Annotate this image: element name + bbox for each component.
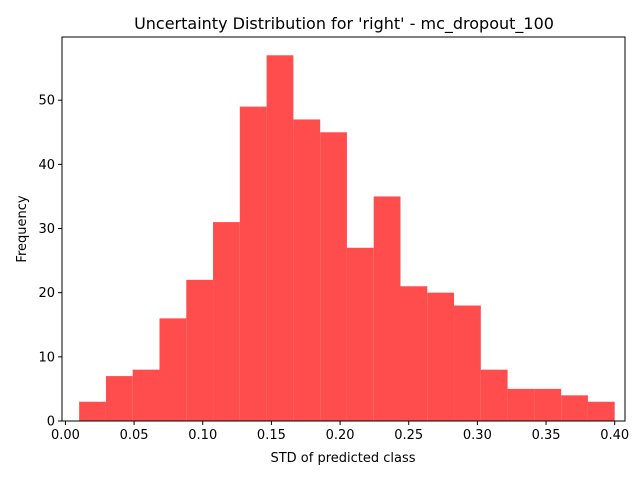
y-tick-label: 0 bbox=[47, 415, 55, 430]
x-tick-label: 0.40 bbox=[600, 428, 629, 443]
histogram-bar bbox=[561, 395, 588, 421]
x-tick-label: 0.25 bbox=[394, 428, 423, 443]
histogram-bar bbox=[427, 292, 455, 421]
y-tick-label: 30 bbox=[38, 222, 55, 237]
histogram-bar bbox=[320, 132, 347, 421]
y-tick-label: 40 bbox=[38, 158, 55, 173]
x-tick-label: 0.35 bbox=[532, 428, 561, 443]
x-tick-label: 0.00 bbox=[51, 428, 80, 443]
y-axis-ticks: 0 10 20 30 40 50 bbox=[38, 94, 62, 430]
y-tick-label: 50 bbox=[38, 94, 55, 109]
bars-group bbox=[79, 55, 615, 422]
histogram-bar bbox=[186, 279, 214, 421]
histogram-bar bbox=[507, 388, 535, 421]
histogram-bar bbox=[213, 222, 240, 421]
y-axis-label: Frequency bbox=[15, 195, 30, 262]
histogram-bar bbox=[454, 305, 481, 421]
histogram-bar bbox=[132, 369, 160, 421]
x-axis-ticks: 0.00 0.05 0.10 0.15 0.20 0.25 0.30 0.35 0.40 bbox=[51, 421, 629, 443]
plot-frame bbox=[61, 36, 626, 422]
histogram-bar bbox=[159, 318, 187, 421]
histogram-bar bbox=[79, 401, 106, 421]
x-axis-label: STD of predicted class bbox=[270, 451, 415, 466]
x-tick-label: 0.30 bbox=[463, 428, 492, 443]
histogram-bar bbox=[293, 119, 321, 422]
histogram-bar bbox=[400, 286, 428, 421]
histogram-bar bbox=[373, 196, 401, 421]
x-tick-label: 0.15 bbox=[257, 428, 286, 443]
histogram-bar bbox=[534, 388, 562, 421]
y-tick-label: 20 bbox=[38, 286, 55, 301]
histogram-bar bbox=[480, 369, 508, 421]
histogram-bar bbox=[266, 55, 294, 422]
x-tick-label: 0.05 bbox=[120, 428, 149, 443]
chart-title: Uncertainty Distribution for 'right' - m… bbox=[134, 14, 554, 34]
histogram-bar bbox=[587, 401, 615, 421]
x-tick-label: 0.20 bbox=[326, 428, 355, 443]
y-tick-label: 10 bbox=[38, 350, 55, 365]
histogram-bar bbox=[105, 376, 133, 421]
histogram-bar bbox=[346, 247, 374, 421]
x-tick-label: 0.10 bbox=[188, 428, 217, 443]
histogram-bar bbox=[239, 106, 267, 421]
